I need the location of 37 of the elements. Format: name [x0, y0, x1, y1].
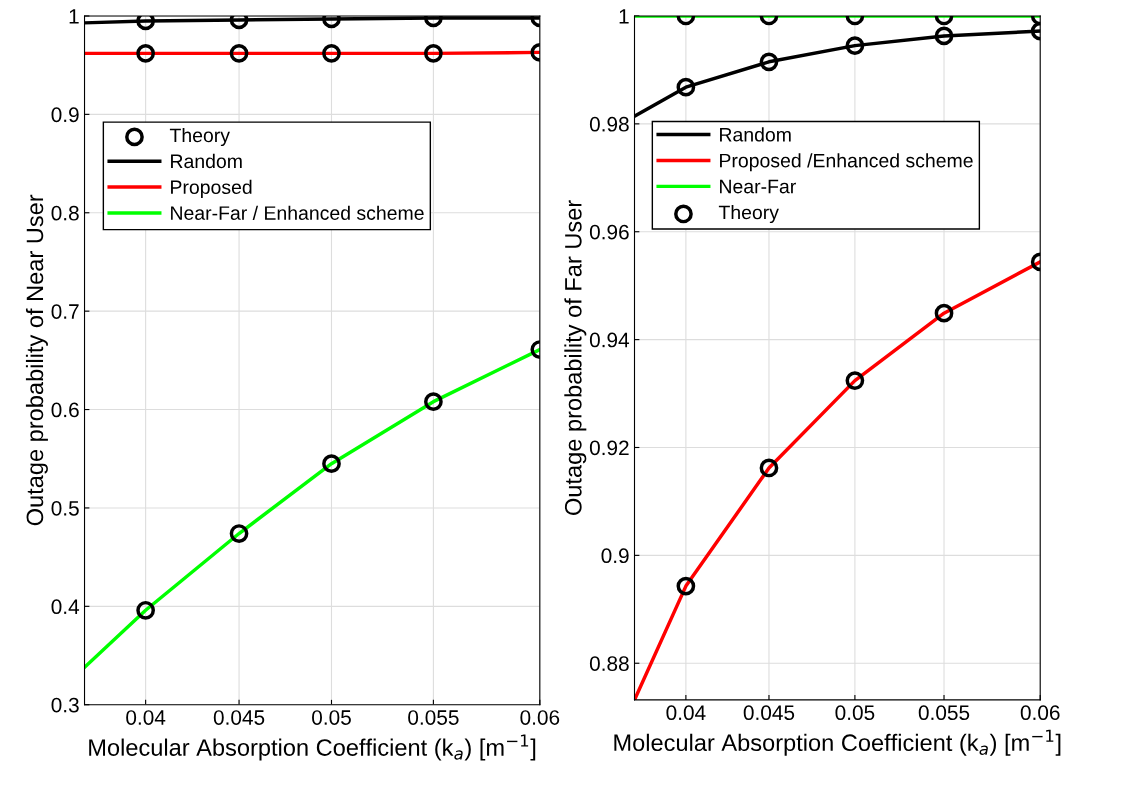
- legend-label: Proposed /Enhanced scheme: [720, 153, 973, 172]
- y-tick-label: 0.8: [51, 205, 79, 221]
- y-tick-label: 0.5: [51, 500, 79, 516]
- legend-label: Near-Far: [720, 179, 796, 194]
- x-tick-label: 0.055: [408, 710, 459, 725]
- y-axis-title: Outage probability of Far User: [564, 200, 587, 515]
- y-tick-label: 1: [619, 9, 629, 24]
- y-tick-label: 0.94: [589, 332, 630, 348]
- x-tick-label: 0.04: [666, 705, 706, 721]
- y-tick-label: 0.6: [51, 402, 79, 418]
- x-axis-title: Molecular Absorption Coefficient (k$_{a}$) [m$^{−1}$]: [614, 729, 1061, 756]
- x-tick-label: 0.06: [520, 710, 560, 725]
- y-tick-label: 0.92: [589, 440, 629, 456]
- y-tick-label: 0.9: [51, 107, 79, 123]
- x-tick-label: 0.045: [743, 705, 795, 721]
- y-tick-label: 0.3: [51, 697, 79, 713]
- legend-label: Theory: [169, 127, 230, 147]
- legend-label: Near-Far / Enhanced scheme: [171, 205, 424, 220]
- legend-label: Theory: [718, 205, 779, 224]
- y-tick-label: 0.7: [51, 304, 79, 319]
- x-tick-label: 0.06: [1020, 705, 1060, 721]
- y-tick-label: 1: [69, 9, 79, 24]
- x-tick-label: 0.05: [312, 710, 351, 725]
- y-axis-title: Outage probability of Near User: [25, 194, 48, 526]
- x-tick-label: 0.04: [126, 710, 166, 725]
- y-tick-label: 0.96: [589, 224, 629, 240]
- y-tick-label: 0.88: [589, 656, 629, 671]
- legend-label: Proposed: [171, 179, 252, 198]
- x-tick-label: 0.05: [835, 705, 875, 721]
- x-tick-label: 0.045: [213, 710, 265, 725]
- x-axis-title: Molecular Absorption Coefficient (k$_{a}$) [m$^{−1}$]: [89, 734, 536, 761]
- legend-label: Random: [720, 127, 791, 142]
- y-tick-label: 0.4: [51, 599, 80, 615]
- y-tick-label: 0.9: [601, 548, 629, 564]
- y-tick-label: 0.98: [589, 116, 629, 132]
- x-tick-label: 0.055: [918, 705, 970, 721]
- legend-label: Random: [171, 153, 242, 169]
